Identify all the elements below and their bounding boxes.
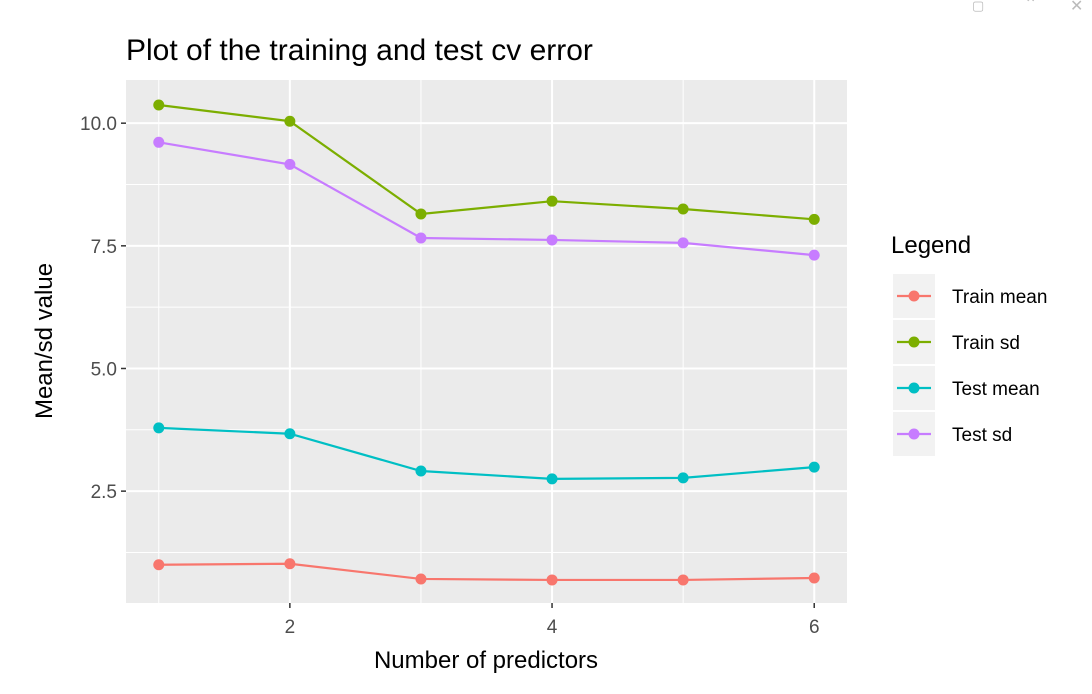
- close-icon[interactable]: ✕: [1070, 0, 1084, 15]
- legend-label-test-sd: Test sd: [952, 425, 1012, 446]
- x-axis-label: Number of predictors: [374, 647, 598, 674]
- data-point-test-sd: [546, 234, 558, 246]
- data-point-train-mean: [284, 558, 296, 570]
- data-point-train-mean: [415, 573, 427, 585]
- data-point-train-sd: [546, 195, 558, 207]
- x-tick-label: 2: [285, 617, 296, 638]
- data-point-test-sd: [153, 136, 165, 148]
- popout-icon[interactable]: ▢: [972, 0, 985, 13]
- series-line-train-mean: [158, 562, 815, 582]
- data-point-test-mean: [677, 472, 689, 484]
- data-point-train-sd: [415, 208, 427, 220]
- data-point-test-sd: [808, 249, 820, 261]
- series-line-test-mean: [158, 426, 815, 480]
- collapse-icon[interactable]: ⌃: [1024, 0, 1038, 13]
- series-line-train-sd: [158, 103, 815, 221]
- data-point-test-mean: [546, 473, 558, 485]
- x-tick-label: 6: [809, 617, 820, 638]
- data-point-test-sd: [284, 158, 296, 170]
- data-point-test-mean: [808, 461, 820, 473]
- data-point-train-sd: [153, 99, 165, 111]
- y-tick-label: 7.5: [91, 237, 117, 258]
- legend-key-point-train-sd: [908, 336, 920, 348]
- data-point-train-mean: [546, 574, 558, 586]
- data-point-train-sd: [808, 213, 820, 225]
- legend-title: Legend: [891, 232, 971, 259]
- data-point-test-mean: [153, 422, 165, 434]
- legend-label-train-mean: Train mean: [952, 287, 1047, 308]
- x-tick-label: 4: [547, 617, 558, 638]
- series-line-test-sd: [158, 141, 815, 257]
- chart-title: Plot of the training and test cv error: [126, 34, 593, 67]
- data-point-test-sd: [415, 232, 427, 244]
- y-tick-label: 5.0: [91, 359, 117, 380]
- legend-key-point-test-sd: [908, 428, 920, 440]
- data-point-train-mean: [808, 572, 820, 584]
- y-tick-label: 2.5: [91, 482, 117, 503]
- data-point-train-mean: [153, 559, 165, 571]
- legend-key-point-train-mean: [908, 290, 920, 302]
- legend-label-test-mean: Test mean: [952, 379, 1040, 400]
- data-point-train-sd: [677, 203, 689, 215]
- data-point-test-mean: [415, 465, 427, 477]
- data-point-test-mean: [284, 428, 296, 440]
- data-point-train-sd: [284, 115, 296, 127]
- y-tick-label: 10.0: [80, 114, 117, 135]
- legend-key-point-test-mean: [908, 382, 920, 394]
- plot-panel: [126, 80, 847, 603]
- data-point-test-sd: [677, 237, 689, 249]
- legend-label-train-sd: Train sd: [952, 333, 1020, 354]
- data-point-train-mean: [677, 574, 689, 586]
- y-axis-label: Mean/sd value: [31, 263, 58, 419]
